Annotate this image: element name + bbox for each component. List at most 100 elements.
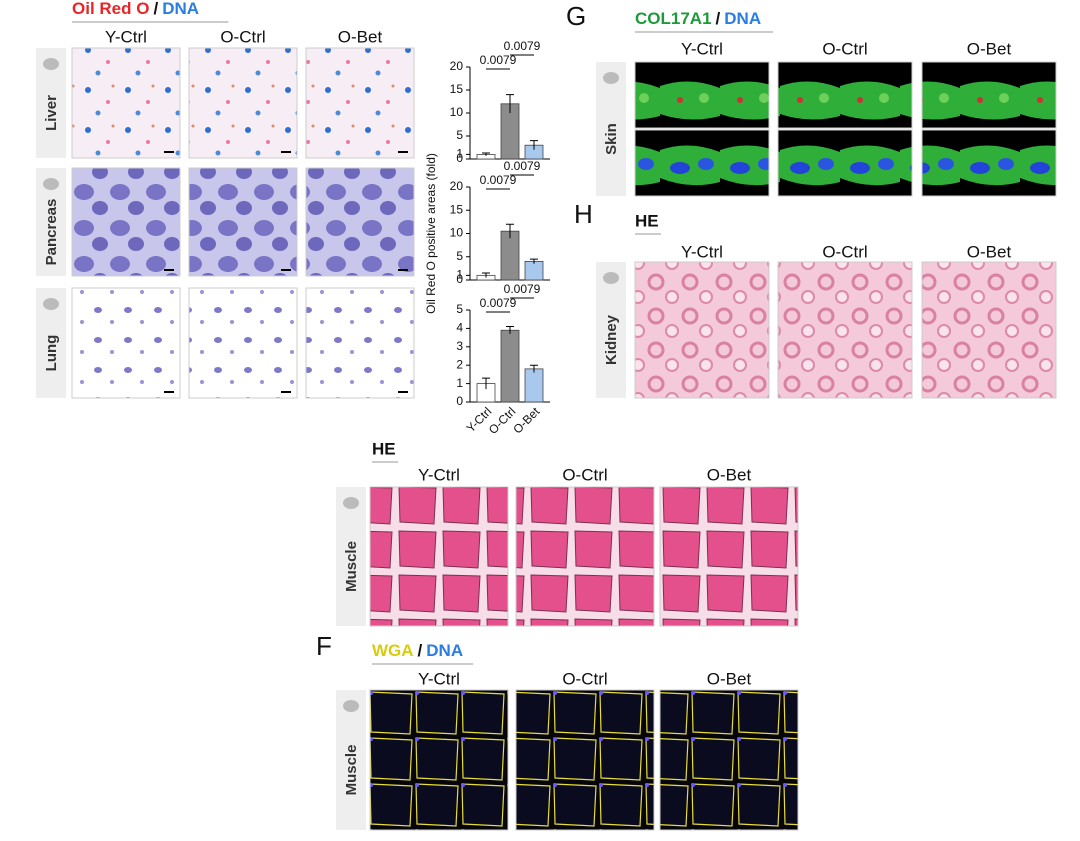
panel-title: Oil Red O / DNA bbox=[72, 0, 199, 18]
row-label-box bbox=[596, 262, 626, 398]
panel-title: HE bbox=[372, 439, 396, 458]
y-tick-label: 5 bbox=[456, 249, 463, 263]
title-part: COL17A1 bbox=[635, 9, 712, 28]
micrograph bbox=[305, 47, 415, 159]
title-part: DNA bbox=[162, 0, 199, 18]
y-tick-label: 20 bbox=[450, 59, 464, 73]
column-label: O-Ctrl bbox=[562, 669, 607, 688]
y-tick-label: 0 bbox=[456, 151, 463, 165]
y-tick-label: 15 bbox=[450, 202, 464, 216]
bar bbox=[500, 230, 520, 281]
column-label: Y-Ctrl bbox=[418, 465, 460, 484]
title-part: WGA bbox=[372, 641, 414, 660]
y-tick-label: 10 bbox=[450, 226, 464, 240]
micrograph bbox=[921, 61, 1057, 129]
error-bar bbox=[482, 272, 490, 278]
organ-icon bbox=[43, 58, 59, 70]
column-label: Y-Ctrl bbox=[681, 39, 723, 58]
error-bar bbox=[506, 94, 514, 113]
micrograph bbox=[188, 167, 298, 277]
y-tick-label: 1 bbox=[456, 376, 463, 390]
p-value: 0.0079 bbox=[480, 53, 517, 67]
micrograph bbox=[369, 689, 509, 831]
error-bar bbox=[506, 326, 514, 334]
bar bbox=[524, 368, 544, 403]
error-bar bbox=[530, 140, 538, 150]
row-label: Kidney bbox=[603, 314, 620, 365]
y-tick-label: 0 bbox=[456, 394, 463, 408]
panel-letter: G bbox=[566, 1, 586, 31]
micrograph bbox=[188, 47, 298, 159]
column-label: O-Bet bbox=[967, 39, 1012, 58]
column-label: O-Ctrl bbox=[220, 27, 265, 46]
error-bar bbox=[530, 364, 538, 373]
panel-letter: H bbox=[574, 199, 593, 229]
y-tick-label: 1 bbox=[456, 147, 463, 161]
organ-icon bbox=[603, 272, 619, 284]
title-part: / bbox=[716, 9, 721, 28]
organ-icon bbox=[343, 497, 359, 509]
organ-icon bbox=[603, 72, 619, 84]
micrograph bbox=[369, 486, 509, 627]
micrograph bbox=[188, 287, 298, 399]
y-tick-label: 10 bbox=[450, 105, 464, 119]
micrograph bbox=[515, 486, 655, 627]
row-label: Pancreas bbox=[43, 199, 60, 266]
title-part: DNA bbox=[426, 641, 463, 660]
micrograph bbox=[659, 486, 799, 627]
micrograph bbox=[71, 47, 181, 159]
y-axis-label: Oil Red O positive areas (fold) bbox=[424, 153, 438, 314]
title-part: / bbox=[418, 641, 423, 660]
column-label: Y-Ctrl bbox=[418, 669, 460, 688]
y-tick-label: 2 bbox=[456, 357, 463, 371]
panel-title: COL17A1/DNA bbox=[635, 9, 761, 28]
column-label: O-Bet bbox=[707, 669, 752, 688]
column-label: O-Bet bbox=[707, 465, 752, 484]
micrograph bbox=[305, 287, 415, 399]
column-label: Y-Ctrl bbox=[681, 242, 723, 261]
y-tick-label: 20 bbox=[450, 179, 464, 193]
micrograph bbox=[634, 261, 770, 399]
p-value: 0.0079 bbox=[504, 159, 541, 173]
micrograph bbox=[634, 129, 770, 197]
panel-letter: F bbox=[316, 631, 332, 661]
organ-icon bbox=[343, 700, 359, 712]
y-tick-label: 15 bbox=[450, 82, 464, 96]
micrograph bbox=[71, 167, 181, 277]
micrograph bbox=[777, 61, 913, 129]
bar bbox=[524, 260, 544, 281]
p-value: 0.0079 bbox=[480, 296, 517, 310]
y-tick-label: 5 bbox=[456, 302, 463, 316]
row-label: Muscle bbox=[343, 541, 360, 592]
row-label-box bbox=[336, 487, 366, 626]
row-label: Skin bbox=[603, 123, 620, 155]
micrograph bbox=[777, 261, 913, 399]
column-label: O-Ctrl bbox=[822, 39, 867, 58]
column-label: O-Bet bbox=[338, 27, 383, 46]
error-bar bbox=[530, 258, 538, 264]
row-label-box bbox=[336, 690, 366, 830]
title-part: Oil Red O bbox=[72, 0, 149, 18]
panel-title: WGA / DNA bbox=[372, 641, 463, 660]
micrograph bbox=[515, 689, 655, 831]
column-label: O-Bet bbox=[967, 242, 1012, 261]
bar bbox=[500, 329, 520, 403]
y-tick-label: 0 bbox=[456, 272, 463, 286]
y-tick-label: 5 bbox=[456, 128, 463, 142]
row-label: Lung bbox=[43, 335, 60, 372]
row-label: Muscle bbox=[343, 745, 360, 796]
p-value: 0.0079 bbox=[504, 39, 541, 53]
column-label: Y-Ctrl bbox=[105, 27, 147, 46]
micrograph bbox=[71, 287, 181, 399]
p-value: 0.0079 bbox=[504, 282, 541, 296]
micrograph bbox=[634, 61, 770, 129]
y-tick-label: 3 bbox=[456, 339, 463, 353]
column-label: O-Ctrl bbox=[562, 465, 607, 484]
y-tick-label: 4 bbox=[456, 321, 463, 335]
title-part: / bbox=[153, 0, 158, 18]
p-value: 0.0079 bbox=[480, 173, 517, 187]
row-label-box bbox=[596, 62, 626, 196]
micrograph bbox=[921, 129, 1057, 197]
title-part: DNA bbox=[724, 9, 761, 28]
